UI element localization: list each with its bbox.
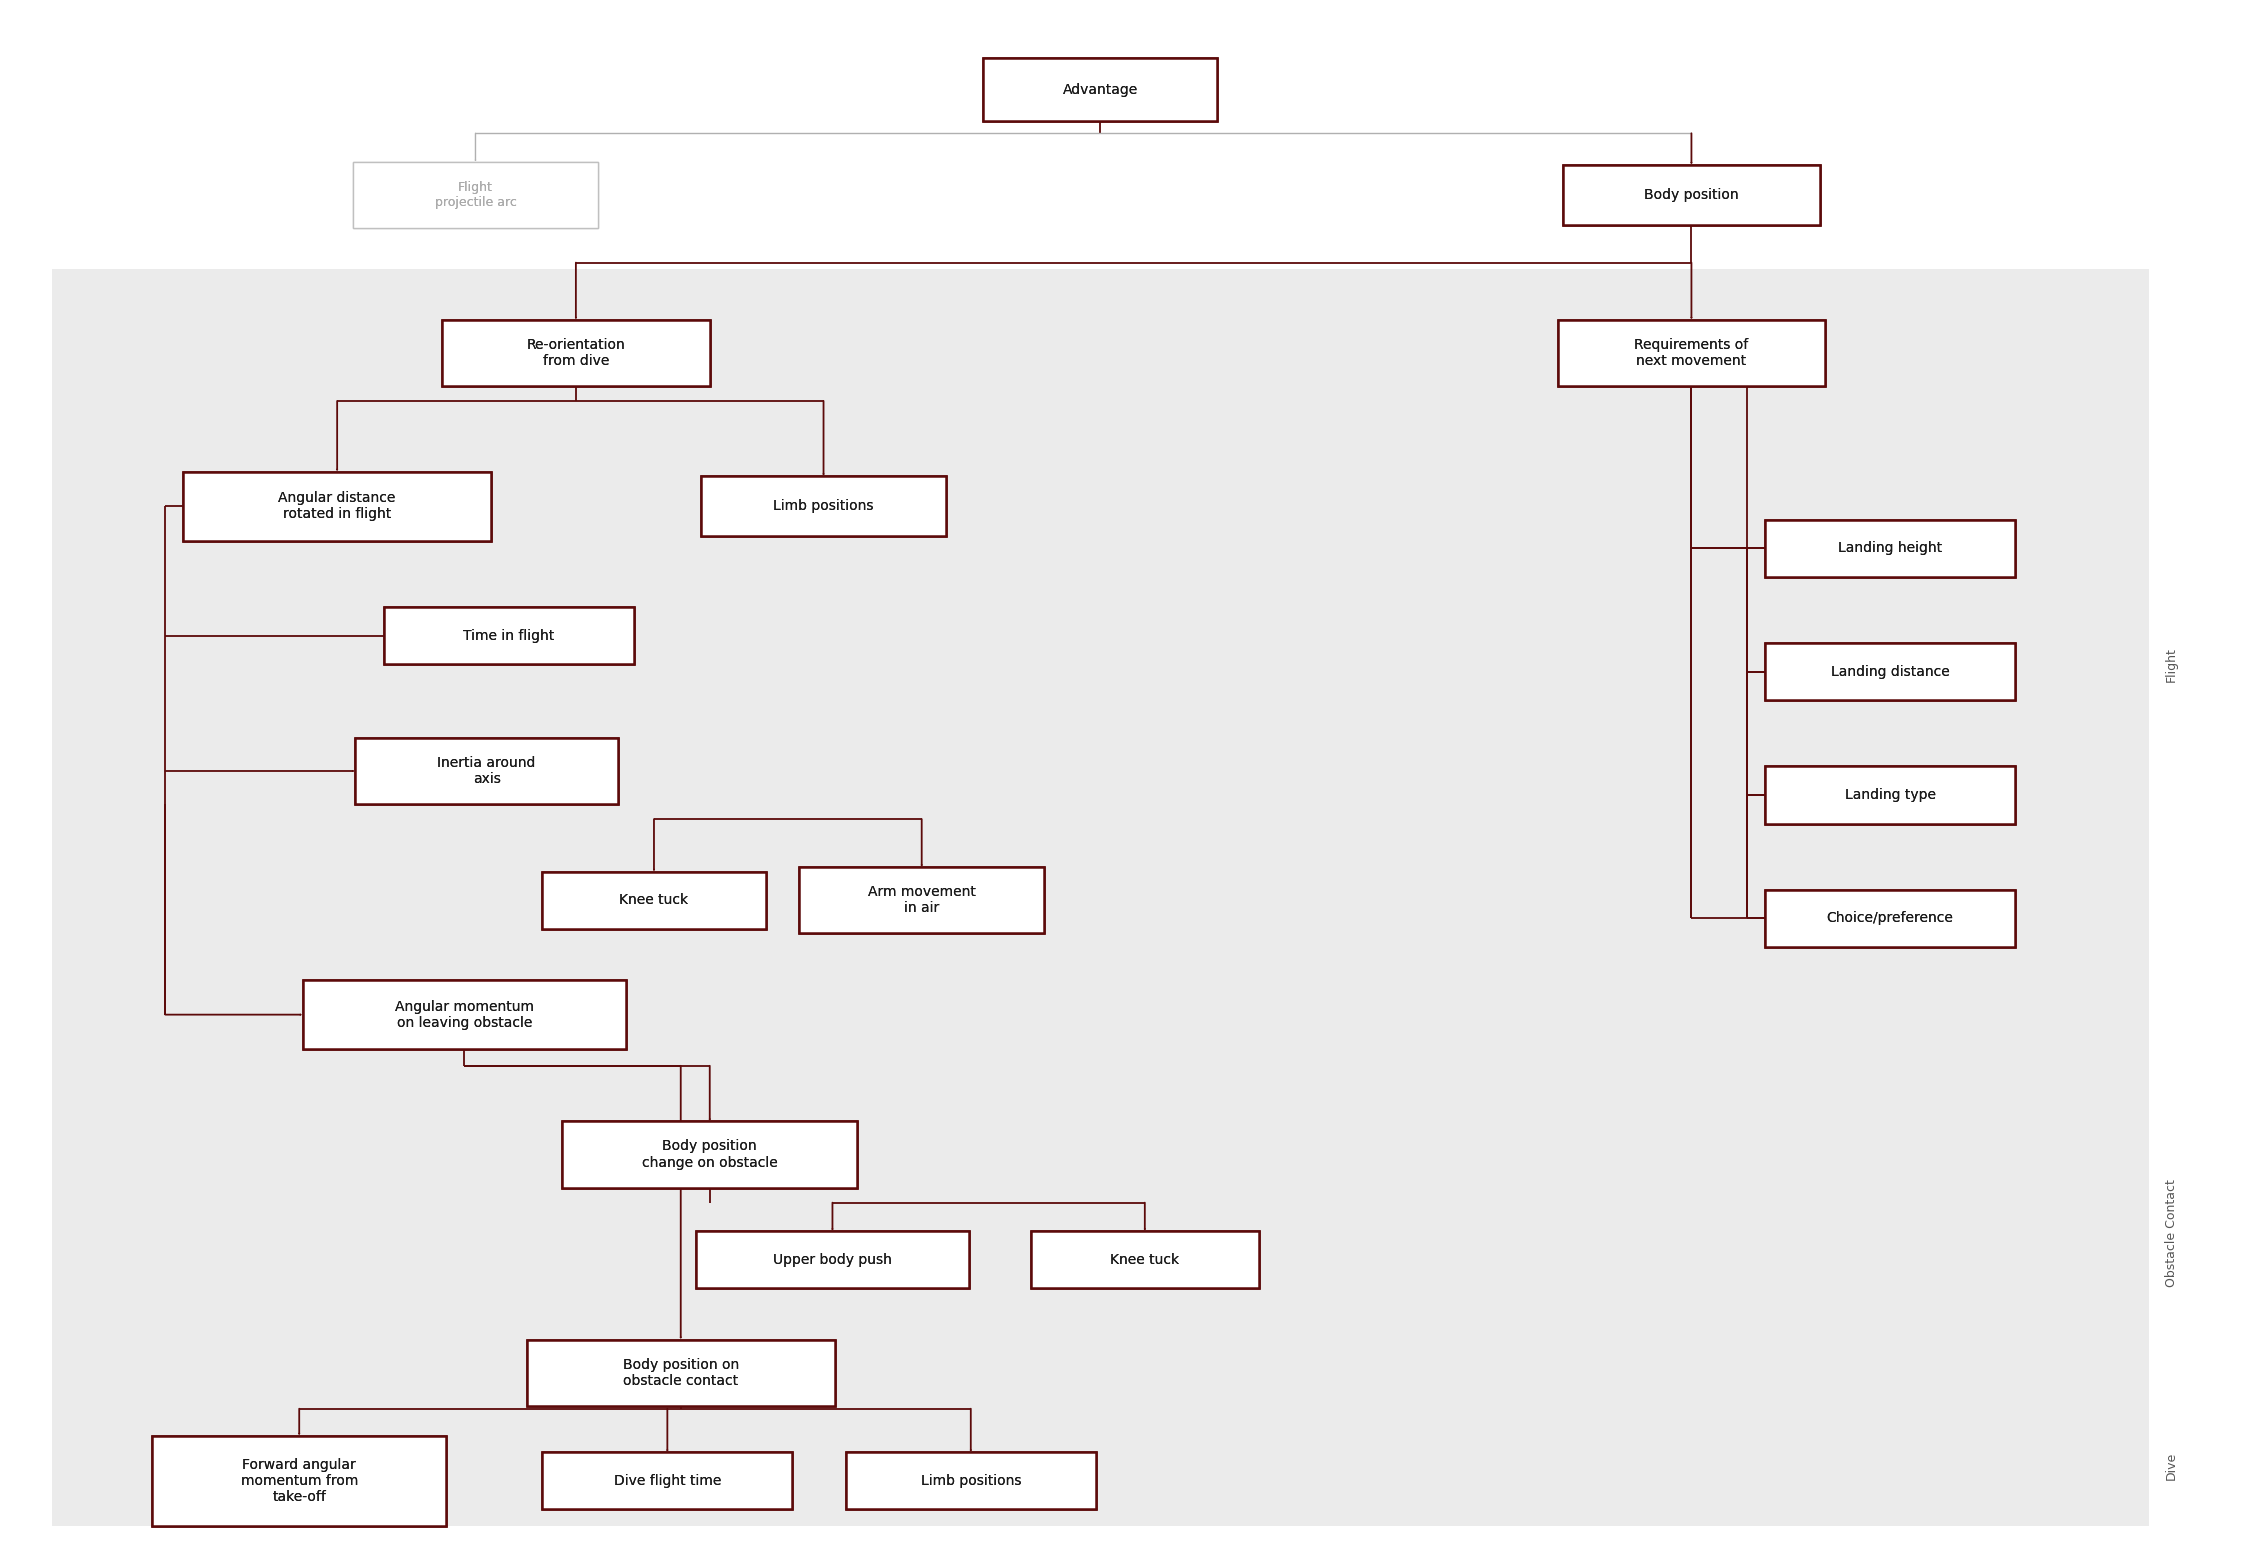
Text: Landing distance: Landing distance xyxy=(1830,664,1949,678)
Bar xyxy=(184,472,492,540)
Text: Flight
projectile arc: Flight projectile arc xyxy=(436,181,516,209)
Bar xyxy=(1765,520,2016,577)
Text: Knee tuck: Knee tuck xyxy=(620,893,689,907)
Bar xyxy=(52,1406,2148,1526)
Bar xyxy=(700,477,945,536)
Text: Forward angular
momentum from
take-off: Forward angular momentum from take-off xyxy=(240,1458,357,1505)
Text: Dive: Dive xyxy=(2164,1452,2178,1480)
Text: Limb positions: Limb positions xyxy=(772,500,873,514)
Text: Limb positions: Limb positions xyxy=(772,500,873,514)
Text: Re-orientation
from dive: Re-orientation from dive xyxy=(528,337,626,368)
Text: Knee tuck: Knee tuck xyxy=(620,893,689,907)
Bar xyxy=(303,980,626,1050)
Bar xyxy=(983,59,1217,121)
Text: Requirements of
next movement: Requirements of next movement xyxy=(1634,337,1749,368)
Text: Body position: Body position xyxy=(1643,187,1738,201)
Bar xyxy=(1030,1231,1259,1288)
Bar xyxy=(543,872,766,929)
Text: Knee tuck: Knee tuck xyxy=(1111,1252,1179,1266)
Text: Flight: Flight xyxy=(2164,647,2178,681)
Text: Knee tuck: Knee tuck xyxy=(1111,1252,1179,1266)
Text: Dive flight time: Dive flight time xyxy=(613,1474,721,1488)
Bar xyxy=(543,1452,792,1509)
Text: Angular momentum
on leaving obstacle: Angular momentum on leaving obstacle xyxy=(395,1000,534,1029)
Text: Limb positions: Limb positions xyxy=(920,1474,1021,1488)
Bar xyxy=(1563,166,1821,224)
Text: Limb positions: Limb positions xyxy=(920,1474,1021,1488)
Text: Body position on
obstacle contact: Body position on obstacle contact xyxy=(622,1358,739,1387)
Bar xyxy=(543,1452,792,1509)
Bar xyxy=(1765,890,2016,947)
Bar xyxy=(1765,766,2016,824)
Bar xyxy=(846,1452,1096,1509)
Text: Re-orientation
from dive: Re-orientation from dive xyxy=(528,337,626,368)
Text: Body position: Body position xyxy=(1643,187,1738,201)
Bar xyxy=(1558,320,1825,385)
Text: Body position
change on obstacle: Body position change on obstacle xyxy=(642,1139,777,1170)
Text: Time in flight: Time in flight xyxy=(462,628,555,642)
Text: Advantage: Advantage xyxy=(1062,82,1138,96)
Text: Forward angular
momentum from
take-off: Forward angular momentum from take-off xyxy=(240,1458,357,1505)
Bar xyxy=(352,163,597,228)
Text: Choice/preference: Choice/preference xyxy=(1827,912,1953,926)
Text: Choice/preference: Choice/preference xyxy=(1827,912,1953,926)
Bar xyxy=(563,1121,858,1187)
Bar xyxy=(528,1339,835,1406)
Bar xyxy=(153,1437,447,1526)
Text: Inertia around
axis: Inertia around axis xyxy=(438,755,537,786)
Bar xyxy=(184,472,492,540)
Text: Arm movement
in air: Arm movement in air xyxy=(869,885,977,915)
Text: Angular momentum
on leaving obstacle: Angular momentum on leaving obstacle xyxy=(395,1000,534,1029)
Text: Upper body push: Upper body push xyxy=(772,1252,891,1266)
Bar xyxy=(799,867,1044,933)
Text: Flight
projectile arc: Flight projectile arc xyxy=(436,181,516,209)
Text: Landing type: Landing type xyxy=(1845,788,1935,802)
Bar xyxy=(528,1339,835,1406)
Bar xyxy=(303,980,626,1050)
Text: Body position on
obstacle contact: Body position on obstacle contact xyxy=(622,1358,739,1387)
Bar xyxy=(846,1452,1096,1509)
Bar xyxy=(153,1437,447,1526)
Bar xyxy=(696,1231,968,1288)
Text: Landing height: Landing height xyxy=(1839,542,1942,556)
Text: Body position
change on obstacle: Body position change on obstacle xyxy=(642,1139,777,1170)
Text: Arm movement
in air: Arm movement in air xyxy=(869,885,977,915)
Text: Upper body push: Upper body push xyxy=(772,1252,891,1266)
Bar xyxy=(442,320,709,385)
Text: Inertia around
axis: Inertia around axis xyxy=(438,755,537,786)
Text: Landing type: Landing type xyxy=(1845,788,1935,802)
Bar xyxy=(442,320,709,385)
Text: Obstacle Contact: Obstacle Contact xyxy=(2164,1178,2178,1286)
Bar xyxy=(799,867,1044,933)
Bar xyxy=(1765,642,2016,700)
Text: Advantage: Advantage xyxy=(1062,82,1138,96)
Bar xyxy=(1765,642,2016,700)
Text: Time in flight: Time in flight xyxy=(462,628,555,642)
Bar xyxy=(1765,890,2016,947)
Bar xyxy=(355,738,617,803)
Bar xyxy=(352,163,597,228)
Text: Requirements of
next movement: Requirements of next movement xyxy=(1634,337,1749,368)
Bar xyxy=(1558,320,1825,385)
Text: Landing height: Landing height xyxy=(1839,542,1942,556)
Text: Dive flight time: Dive flight time xyxy=(613,1474,721,1488)
Bar xyxy=(1030,1231,1259,1288)
Bar xyxy=(1563,166,1821,224)
Bar xyxy=(355,738,617,803)
Bar xyxy=(1765,520,2016,577)
Bar xyxy=(52,1060,2148,1406)
Text: Angular distance
rotated in flight: Angular distance rotated in flight xyxy=(278,491,395,522)
Bar xyxy=(384,607,633,664)
Bar xyxy=(983,59,1217,121)
Bar xyxy=(384,607,633,664)
Bar xyxy=(1765,766,2016,824)
Bar xyxy=(52,269,2148,1060)
Bar xyxy=(543,872,766,929)
Bar xyxy=(696,1231,968,1288)
Text: Landing distance: Landing distance xyxy=(1830,664,1949,678)
Text: Angular distance
rotated in flight: Angular distance rotated in flight xyxy=(278,491,395,522)
Bar xyxy=(563,1121,858,1187)
Bar xyxy=(700,477,945,536)
